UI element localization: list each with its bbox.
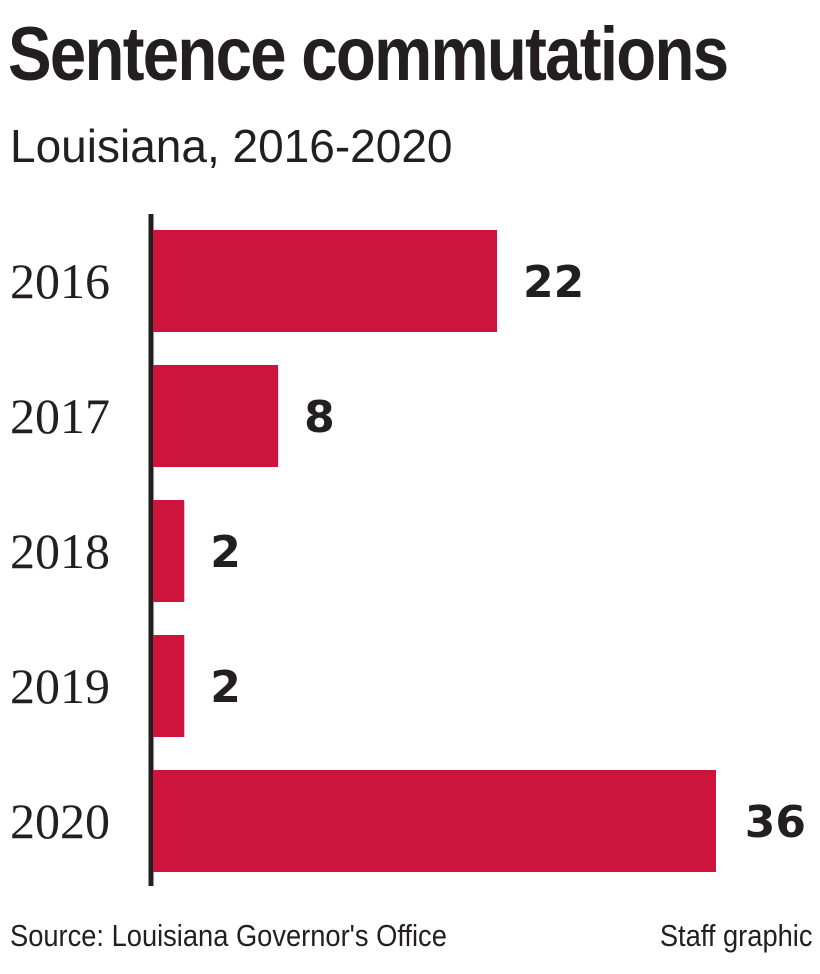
bar-2019 bbox=[153, 635, 185, 737]
chart-subtitle: Louisiana, 2016-2020 bbox=[10, 120, 453, 172]
category-label-2018: 2018 bbox=[10, 523, 110, 579]
bar-2016 bbox=[153, 230, 498, 332]
category-label-2016: 2016 bbox=[10, 253, 110, 309]
value-label-2016: 22 bbox=[523, 257, 584, 308]
value-label-2017: 8 bbox=[304, 392, 335, 443]
category-label-2020: 2020 bbox=[10, 793, 110, 849]
value-label-2019: 2 bbox=[210, 662, 241, 713]
bar-2020 bbox=[153, 770, 716, 872]
bar-2017 bbox=[153, 365, 279, 467]
bar-chart: 2016 22 2017 8 2018 2 2019 2 2020 36 bbox=[10, 214, 806, 886]
category-label-2019: 2019 bbox=[10, 658, 110, 714]
source-note: Source: Louisiana Governor's Office bbox=[10, 918, 447, 953]
bar-2018 bbox=[153, 500, 185, 602]
chart-title: Sentence commutations bbox=[8, 12, 729, 97]
value-label-2020: 36 bbox=[745, 797, 806, 848]
credit-note: Staff graphic bbox=[659, 918, 812, 953]
category-label-2017: 2017 bbox=[10, 388, 110, 444]
chart-footer: Source: Louisiana Governor's Office Staf… bbox=[0, 918, 820, 962]
value-label-2018: 2 bbox=[210, 527, 241, 578]
